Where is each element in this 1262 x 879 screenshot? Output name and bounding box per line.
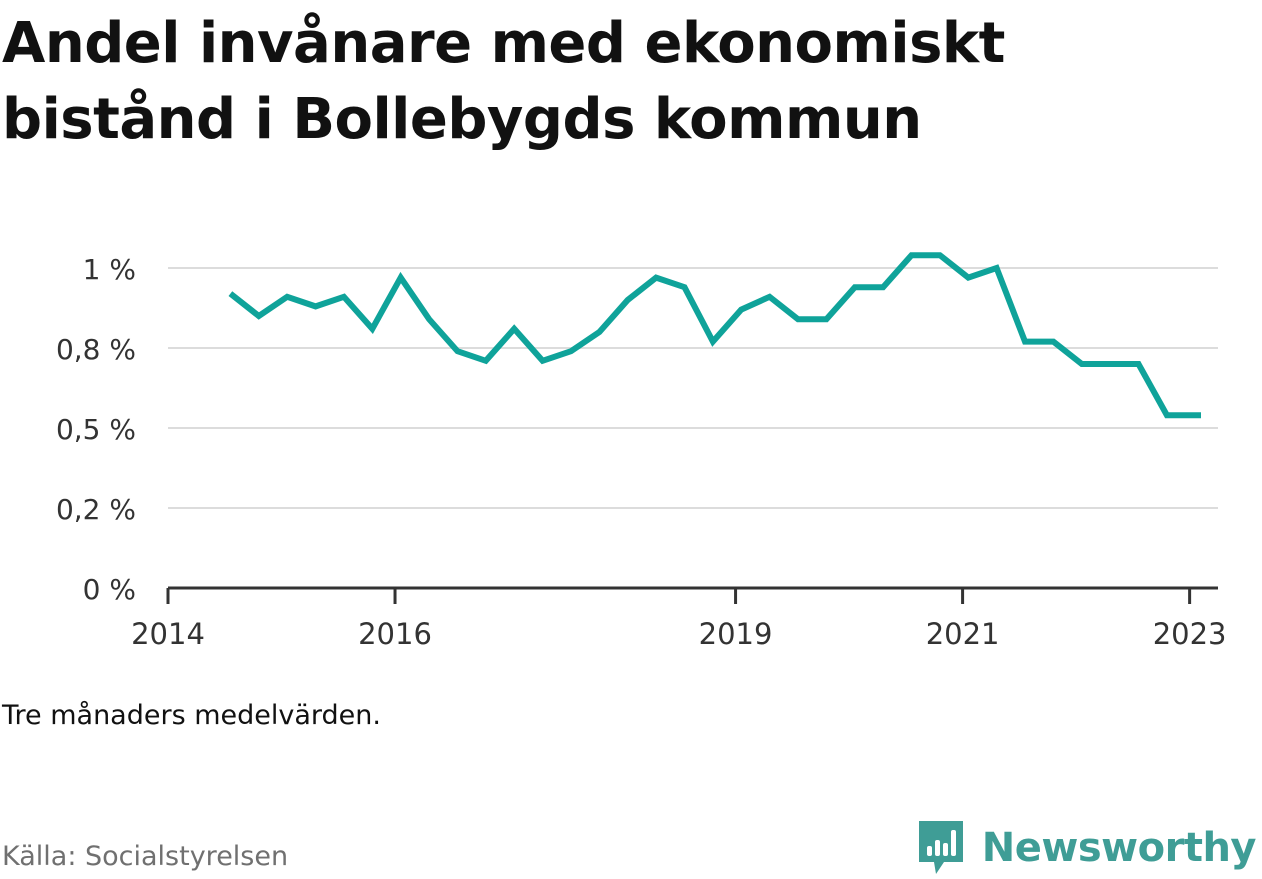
data-point — [738, 307, 744, 313]
data-point — [795, 316, 801, 322]
y-tick-label: 0,8 % — [56, 333, 136, 366]
data-point — [681, 284, 687, 290]
source-credit: Källa: Socialstyrelsen — [2, 841, 288, 872]
data-point — [909, 252, 915, 258]
data-point — [256, 313, 262, 319]
data-point — [710, 339, 716, 345]
data-point — [596, 329, 602, 335]
data-point — [965, 275, 971, 281]
data-point — [540, 358, 546, 364]
y-tick-label: 0 % — [83, 573, 136, 606]
chat-bubble-bar-chart-icon — [916, 818, 966, 878]
series-line — [230, 255, 1201, 415]
data-point — [852, 284, 858, 290]
x-tick-label: 2023 — [1153, 617, 1227, 651]
data-point — [1107, 361, 1113, 367]
data-point — [994, 265, 1000, 271]
x-tick-label: 2014 — [131, 617, 205, 651]
x-tick-label: 2019 — [699, 617, 773, 651]
data-point — [227, 291, 233, 297]
data-point — [398, 275, 404, 281]
y-tick-label: 0,2 % — [56, 493, 136, 526]
data-point — [1136, 361, 1142, 367]
y-tick-label: 0,5 % — [56, 413, 136, 446]
data-point — [1050, 339, 1056, 345]
line-chart: 0 %0,2 %0,5 %0,8 %1 % 2014 2016 2019 2021 20… — [0, 0, 1262, 879]
y-axis-ticks: 0 % 0,2 % 0,5 % 0,8 % 1 % — [56, 253, 136, 606]
data-point — [1164, 412, 1170, 418]
data-point — [568, 348, 574, 354]
x-tick-label: 2016 — [358, 617, 432, 651]
chart-note: Tre månaders medelvärden. — [2, 700, 381, 731]
data-point — [1198, 412, 1204, 418]
data-point — [454, 348, 460, 354]
data-point — [1079, 361, 1085, 367]
brand-name: Newsworthy — [982, 825, 1256, 871]
x-axis: 2014 2016 2019 2021 2023 — [131, 588, 1226, 651]
x-tick-label: 2021 — [926, 617, 1000, 651]
data-point — [823, 316, 829, 322]
data-point — [341, 294, 347, 300]
data-point — [313, 303, 319, 309]
data-point — [426, 316, 432, 322]
data-series — [227, 252, 1204, 418]
data-point — [880, 284, 886, 290]
data-point — [1022, 339, 1028, 345]
data-point — [511, 326, 517, 332]
data-point — [625, 297, 631, 303]
data-point — [284, 294, 290, 300]
data-point — [767, 294, 773, 300]
y-tick-label: 1 % — [83, 253, 136, 286]
data-point — [653, 275, 659, 281]
data-point — [937, 252, 943, 258]
brand-logo[interactable]: Newsworthy — [916, 818, 1256, 878]
data-point — [483, 358, 489, 364]
data-point — [369, 326, 375, 332]
